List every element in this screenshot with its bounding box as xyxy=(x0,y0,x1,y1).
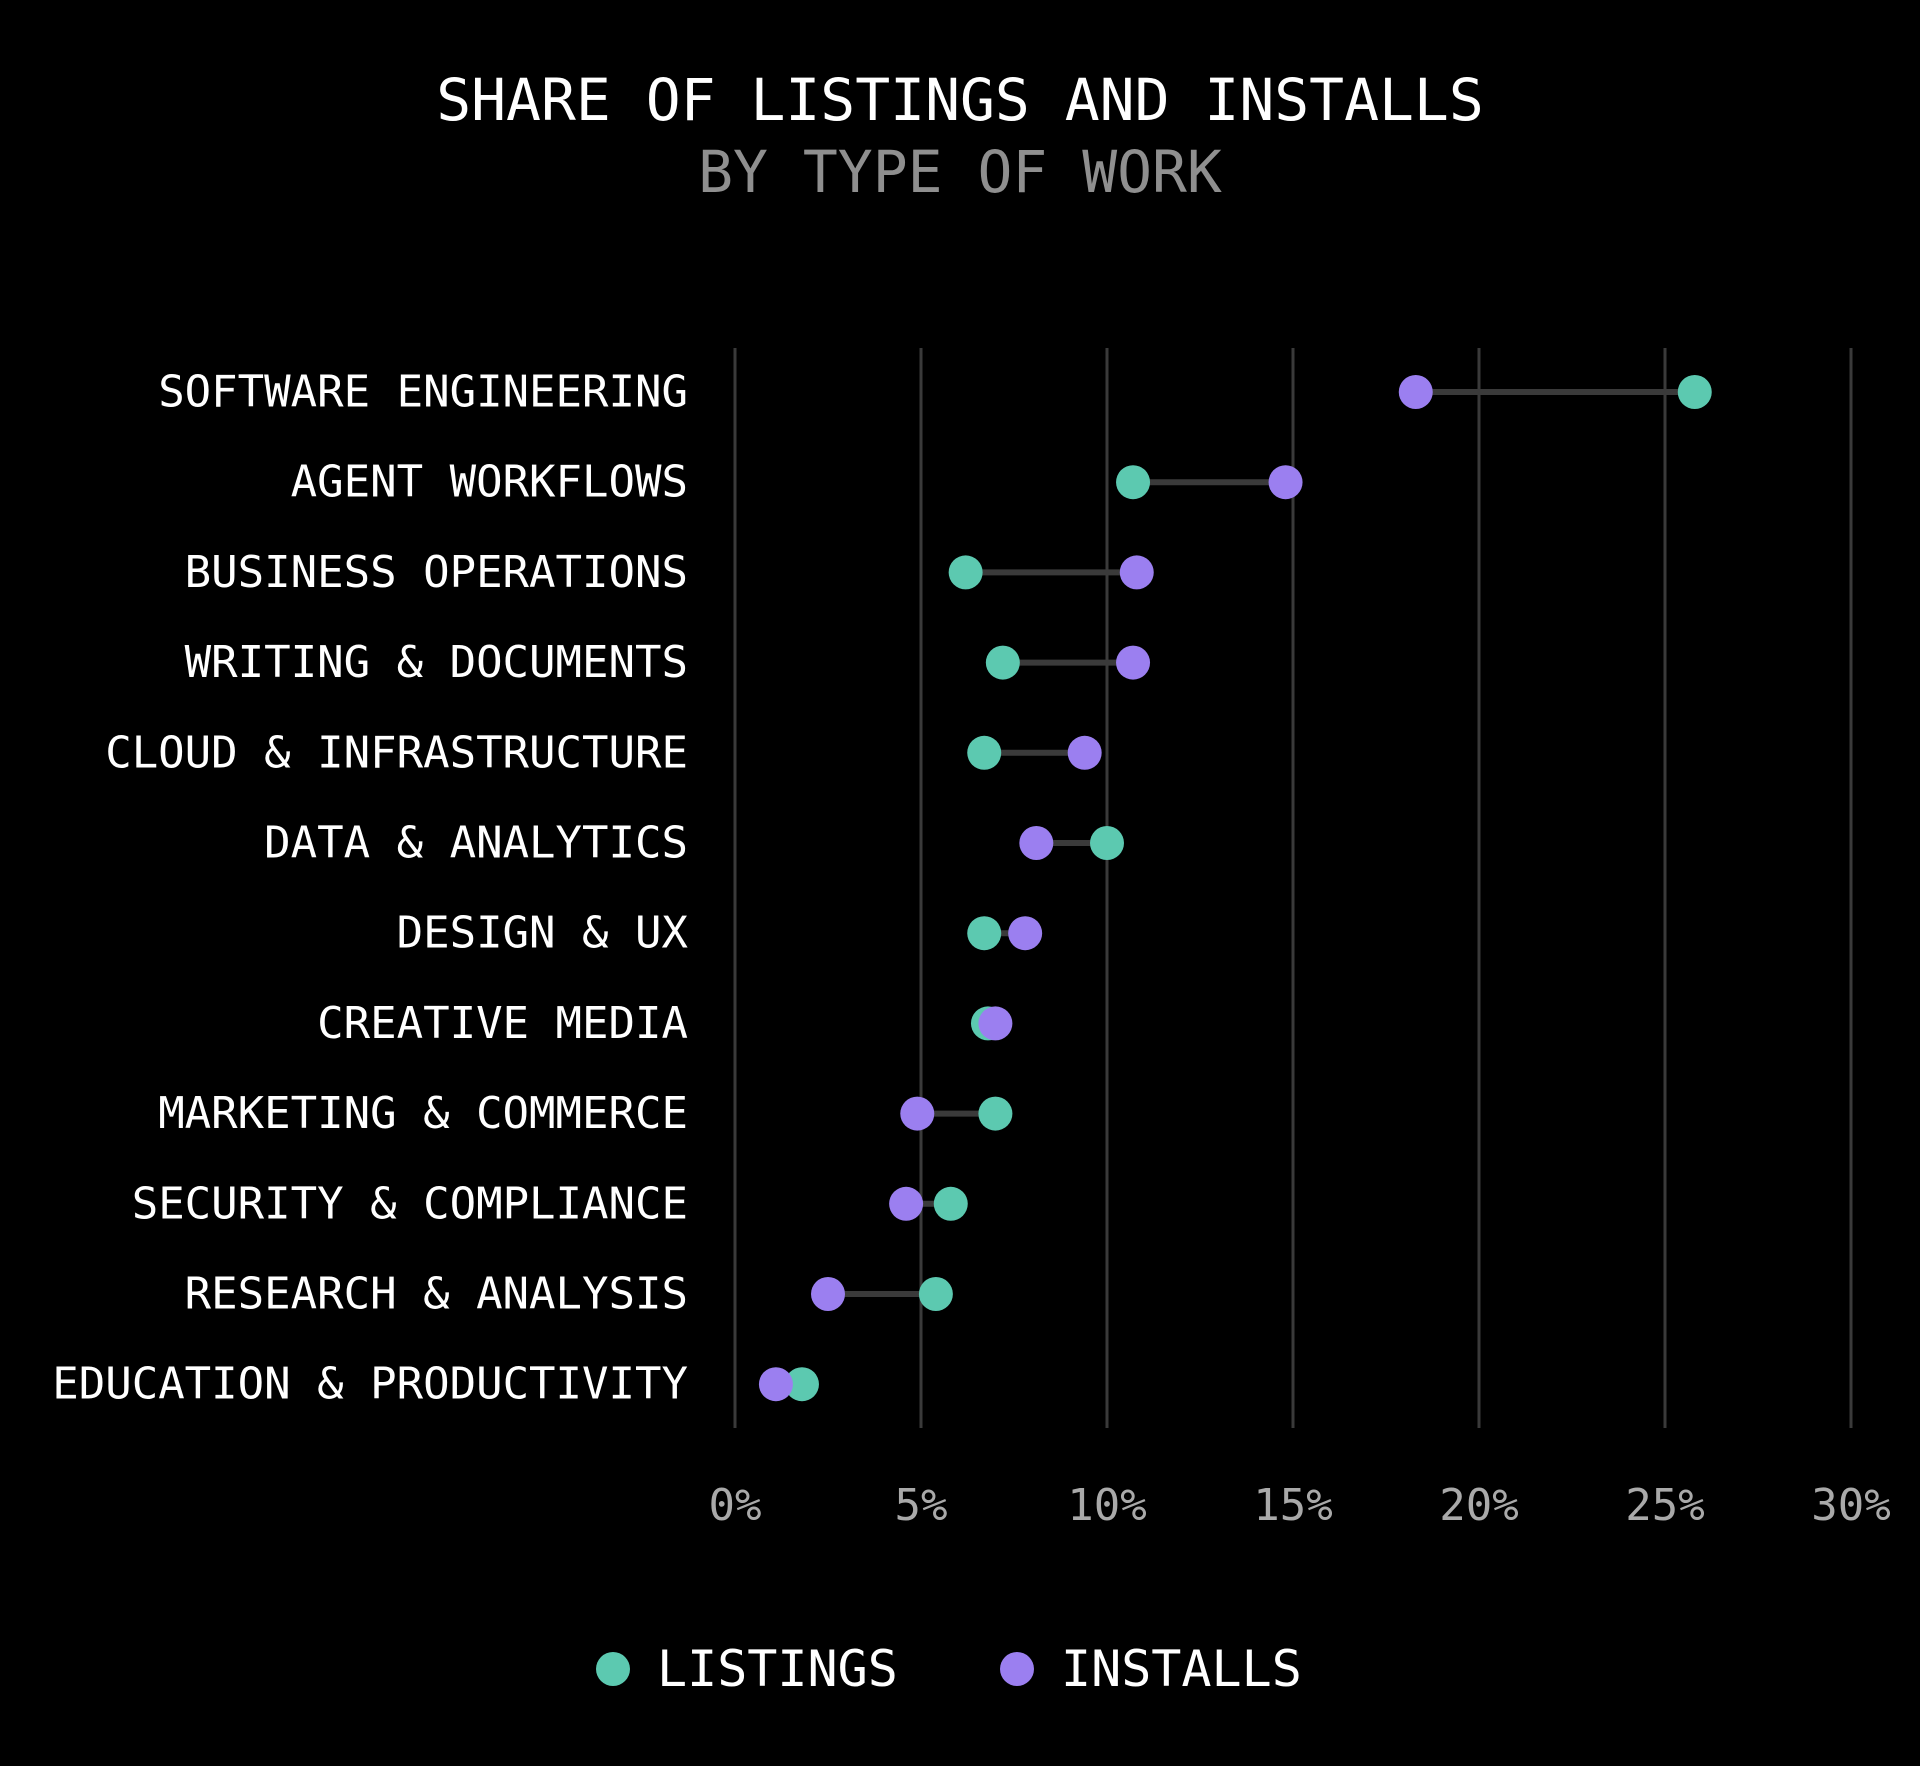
listings-point xyxy=(933,1186,968,1221)
legend-label: INSTALLS xyxy=(1061,1640,1302,1698)
chart-title: SHARE OF LISTINGS AND INSTALLS xyxy=(436,66,1484,134)
x-tick-label: 10% xyxy=(1067,1480,1146,1531)
category-label: MARKETING & COMMERCE xyxy=(158,1088,688,1139)
connector-layer xyxy=(772,389,1698,1388)
installs-point xyxy=(758,1367,793,1402)
x-tick-label: 5% xyxy=(895,1480,948,1531)
category-label: RESEARCH & ANALYSIS xyxy=(185,1269,688,1320)
grid-layer xyxy=(733,348,1853,1428)
installs-point xyxy=(1019,826,1054,860)
category-label: CREATIVE MEDIA xyxy=(317,998,688,1049)
category-label: BUSINESS OPERATIONS xyxy=(185,547,688,598)
listings-point xyxy=(978,1096,1013,1131)
legend-marker xyxy=(1000,1652,1034,1686)
installs-point xyxy=(1116,645,1151,680)
listings-point xyxy=(948,555,983,590)
category-label: DATA & ANALYTICS xyxy=(264,818,688,869)
listings-point xyxy=(985,645,1020,680)
listings-point xyxy=(784,1367,819,1402)
listings-point xyxy=(918,1277,953,1311)
category-label: DESIGN & UX xyxy=(397,908,689,959)
listings-point xyxy=(1677,375,1712,409)
legend-marker xyxy=(596,1652,630,1686)
installs-point xyxy=(1398,375,1433,409)
chart-subtitle: BY TYPE OF WORK xyxy=(698,138,1222,206)
listings-point xyxy=(967,735,1002,770)
installs-point xyxy=(811,1277,845,1311)
installs-point xyxy=(1119,555,1154,590)
legend: LISTINGS INSTALLS xyxy=(596,1640,1302,1698)
x-tick-label: 0% xyxy=(709,1480,762,1531)
category-label: SECURITY & COMPLIANCE xyxy=(132,1178,688,1229)
category-label: AGENT WORKFLOWS xyxy=(291,457,688,508)
listings-point xyxy=(1116,465,1151,500)
x-tick-label: 15% xyxy=(1253,1480,1332,1531)
x-tick-label: 20% xyxy=(1439,1480,1518,1531)
installs-point xyxy=(1067,735,1102,770)
installs-point xyxy=(1268,465,1303,500)
category-label: EDUCATION & PRODUCTIVITY xyxy=(52,1359,688,1410)
point-layer xyxy=(758,375,1712,1402)
installs-point xyxy=(889,1186,924,1221)
category-label: CLOUD & INFRASTRUCTURE xyxy=(105,727,688,778)
category-label: SOFTWARE ENGINEERING xyxy=(158,367,688,418)
x-tick-label: 25% xyxy=(1625,1480,1704,1531)
installs-point xyxy=(1008,916,1043,951)
category-labels: SOFTWARE ENGINEERING AGENT WORKFLOWS BUSIN… xyxy=(52,367,688,1410)
x-tick-label: 30% xyxy=(1811,1480,1890,1531)
listings-point xyxy=(1090,826,1124,860)
listings-point xyxy=(967,916,1002,951)
x-axis-ticks: 0% 5% 10% 15% 20% 25% 30% xyxy=(709,1480,1891,1531)
category-label: WRITING & DOCUMENTS xyxy=(185,637,688,688)
installs-point xyxy=(978,1006,1013,1041)
installs-point xyxy=(900,1096,935,1131)
legend-label: LISTINGS xyxy=(657,1640,898,1698)
